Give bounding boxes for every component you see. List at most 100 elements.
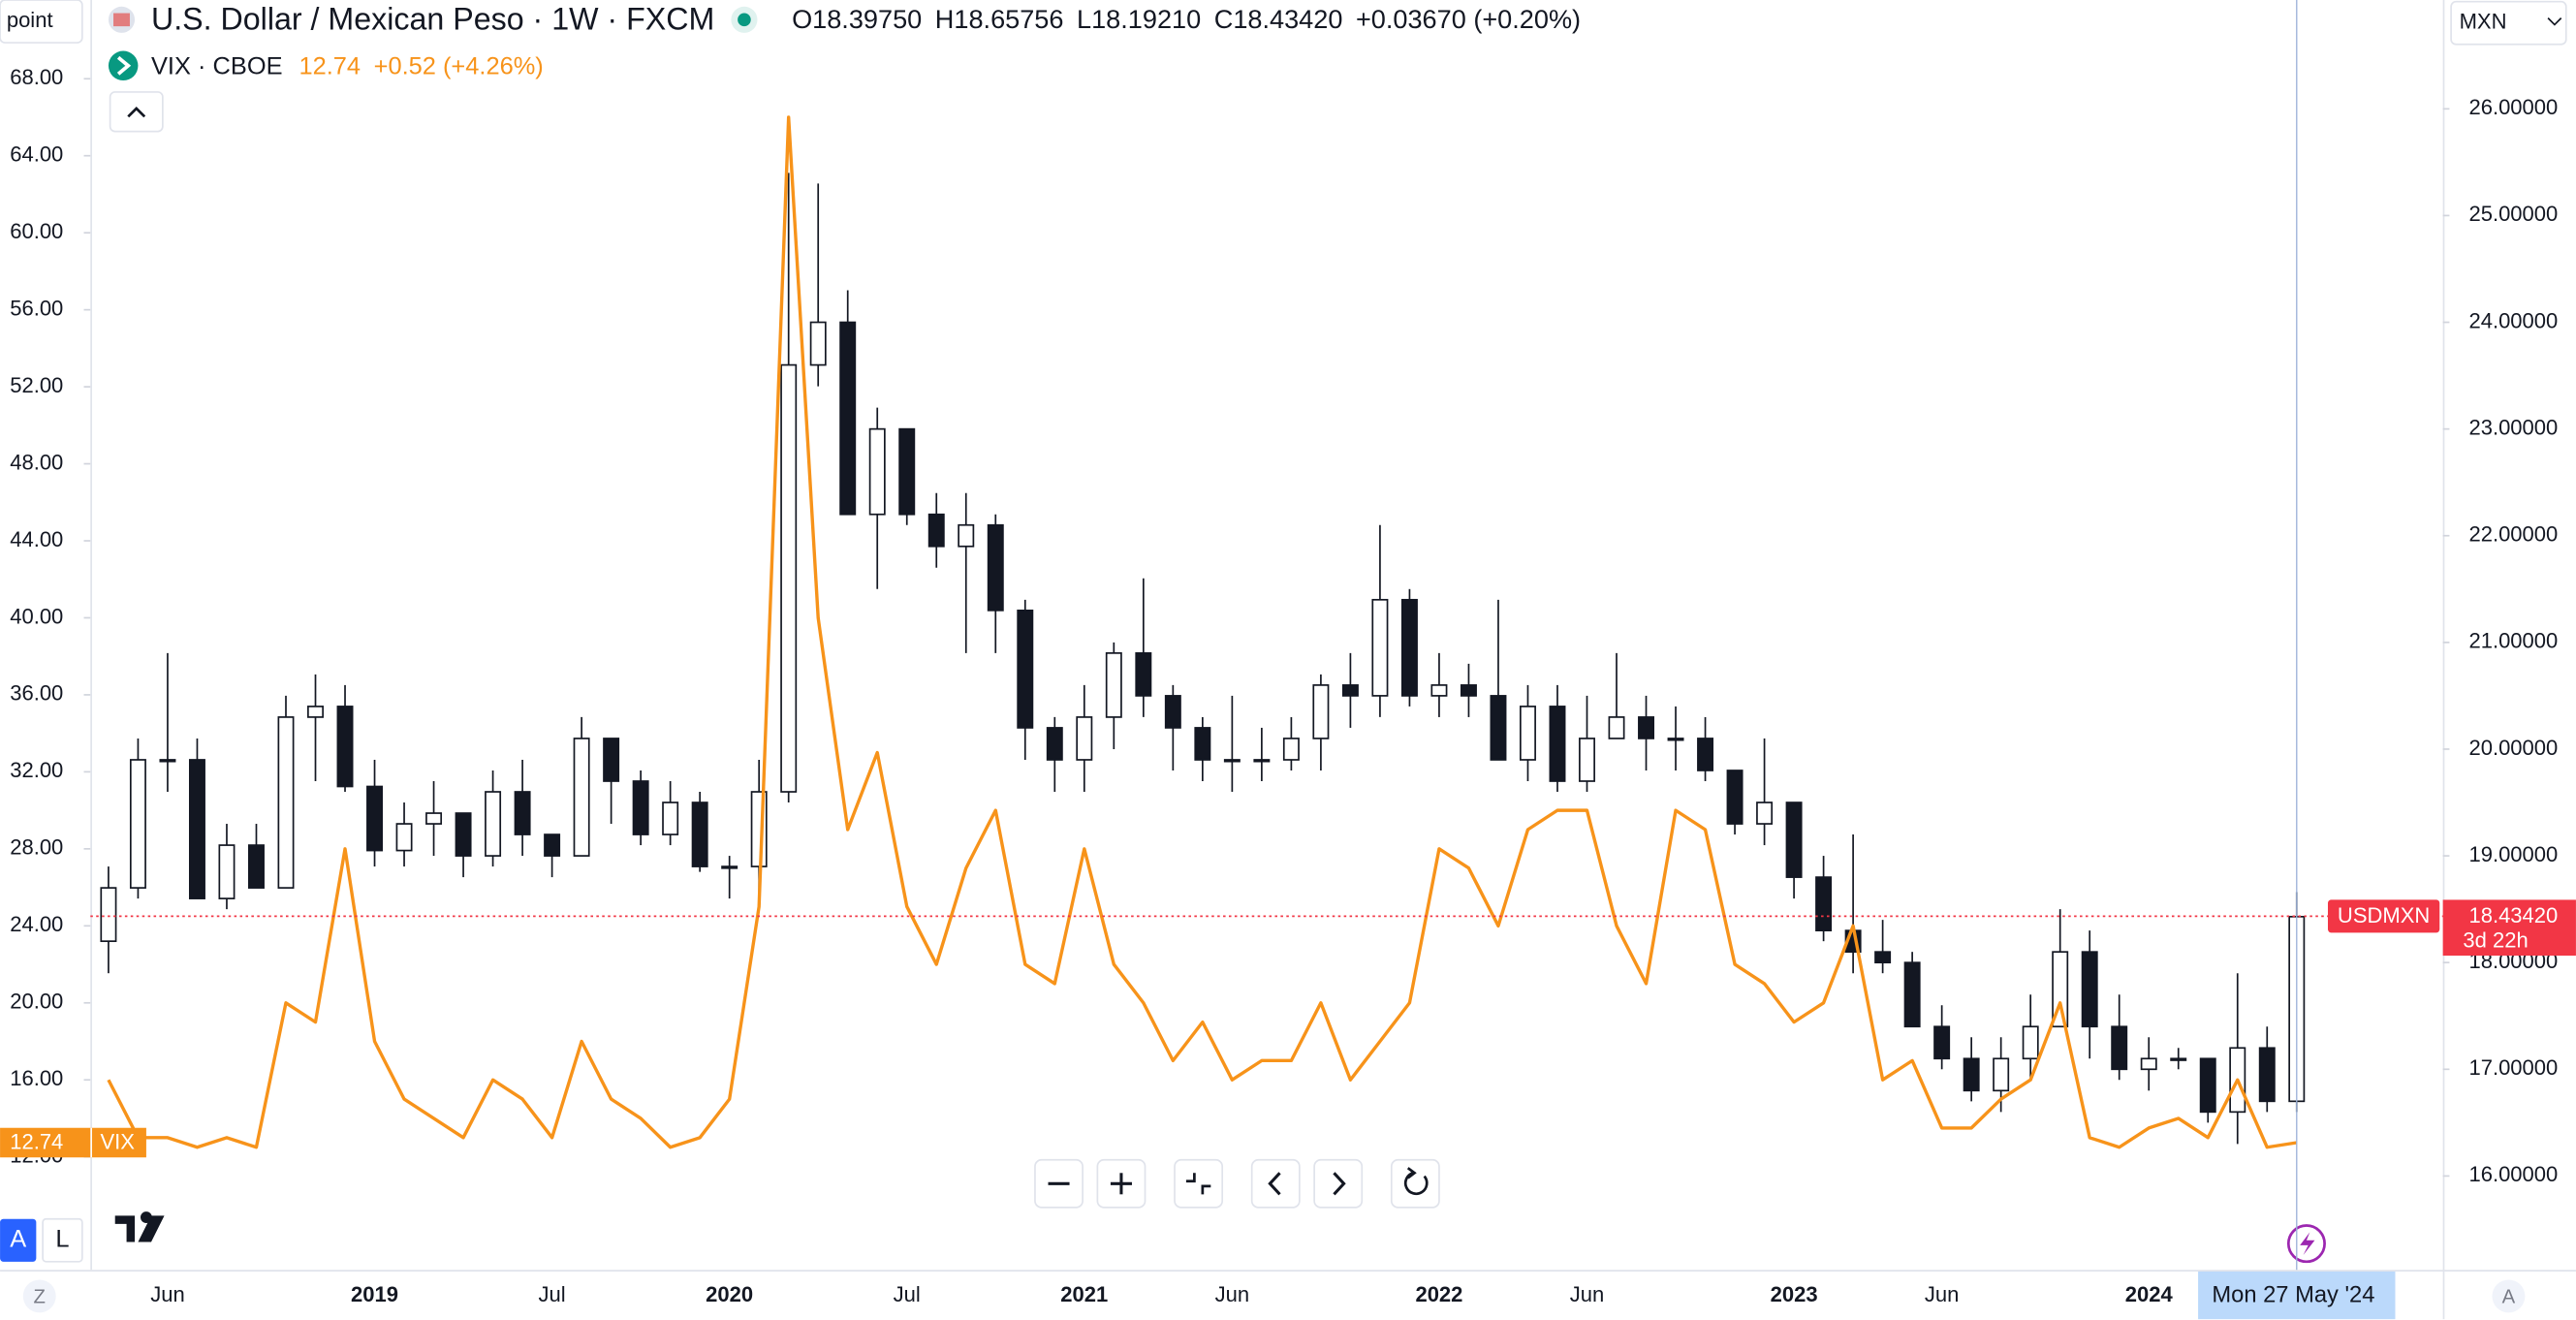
candle-body — [1076, 716, 1093, 761]
auto-scale-button[interactable] — [0, 1218, 37, 1262]
vix-legend: VIX · CBOE 12.74 +0.52 (+4.26%) — [151, 52, 544, 79]
candle-body — [958, 523, 975, 548]
candle — [927, 492, 945, 568]
candle-body — [1400, 598, 1418, 697]
scale-mode[interactable]: point — [7, 8, 53, 32]
candle-body — [2170, 1057, 2187, 1061]
candle-body — [336, 706, 354, 788]
candle — [1460, 663, 1477, 717]
candle — [1046, 716, 1063, 793]
y2-tick-label: 17.00000 — [2468, 1055, 2558, 1080]
candle — [218, 824, 236, 910]
candle-body — [809, 321, 827, 366]
candle-body — [1135, 652, 1152, 697]
candle — [159, 652, 176, 793]
candle — [1697, 716, 1714, 781]
reset-button[interactable] — [1390, 1158, 1440, 1209]
crosshair-label-box — [2198, 1271, 2396, 1320]
x-tick-label: 2021 — [1060, 1282, 1108, 1306]
candle-body — [839, 321, 857, 516]
candle — [898, 427, 916, 525]
candle-body — [366, 785, 384, 852]
candle — [1933, 1005, 1951, 1070]
scroll-right-button[interactable] — [1313, 1158, 1364, 1209]
candle — [2258, 1026, 2276, 1113]
x-tick-label: 2024 — [2125, 1282, 2174, 1306]
auto-bottom[interactable]: A — [2502, 1286, 2516, 1307]
candle-body — [2081, 951, 2098, 1028]
zoom[interactable]: Z — [34, 1286, 46, 1307]
candle-body — [987, 523, 1004, 612]
candle-body — [780, 363, 798, 793]
candle-body — [1223, 759, 1241, 763]
reset-zoom-button[interactable] — [1174, 1158, 1224, 1209]
symbol-title: U.S. Dollar / Mexican Peso · 1W · FXCM — [151, 2, 714, 37]
collapse-button[interactable] — [109, 91, 164, 133]
plot-area — [100, 115, 2306, 1149]
candle — [839, 290, 857, 516]
candle-body — [632, 780, 649, 835]
candle — [868, 407, 886, 589]
auto-button[interactable] — [2492, 1279, 2526, 1313]
candle — [780, 173, 798, 803]
y-tick-label: 16.00 — [10, 1066, 63, 1090]
candle-body — [1017, 609, 1034, 729]
y2-tick-label: 22.00000 — [2468, 522, 2558, 547]
candle-body — [1756, 801, 1774, 825]
candle — [2022, 994, 2039, 1081]
zoom-out-button[interactable] — [1034, 1158, 1084, 1209]
candle-body — [1579, 738, 1595, 782]
auto-scale[interactable]: A — [10, 1226, 26, 1253]
y-tick-label: 36.00 — [10, 681, 63, 706]
y2-tick-label: 20.00000 — [2468, 736, 2558, 760]
vix-icon — [108, 50, 139, 81]
zoom-button[interactable] — [22, 1279, 56, 1313]
scale-mode-button[interactable] — [0, 0, 83, 44]
log-scale[interactable]: L — [55, 1226, 69, 1253]
currency-button[interactable] — [2450, 0, 2567, 46]
x-tick-label: 2019 — [351, 1282, 398, 1306]
candle-body — [1312, 684, 1330, 739]
candle-body — [2258, 1047, 2276, 1103]
candle — [307, 674, 324, 781]
candle — [1341, 652, 1359, 728]
candle-body — [425, 812, 443, 825]
candle — [603, 738, 620, 825]
log-scale-button[interactable] — [42, 1217, 83, 1263]
candle — [1223, 695, 1241, 793]
candle-body — [721, 865, 738, 869]
candle-body — [927, 513, 945, 548]
candle — [809, 183, 827, 387]
x-tick-label: Jun — [150, 1282, 185, 1306]
y-tick-label: 56.00 — [10, 296, 63, 320]
tradingview-logo-dot — [140, 1211, 152, 1223]
candle — [1194, 716, 1211, 781]
vix-name: VIX · CBOE — [151, 52, 283, 79]
scroll-left-button[interactable] — [1250, 1158, 1301, 1209]
y-tick-label: 44.00 — [10, 527, 63, 551]
zoom-in-button[interactable] — [1096, 1158, 1147, 1209]
x-tick-label: Jun — [1925, 1282, 1960, 1306]
currency-caret — [2547, 17, 2562, 26]
vix-line — [107, 115, 2298, 1149]
currency[interactable]: MXN — [2460, 10, 2507, 34]
candle — [1963, 1037, 1980, 1102]
candle — [662, 780, 679, 846]
x-tick-label: 2020 — [706, 1282, 753, 1306]
candle-body — [1164, 695, 1181, 729]
candle-body — [1490, 695, 1507, 761]
legend-open: O18.39750 — [792, 4, 922, 34]
y-tick-label: 68.00 — [10, 65, 63, 89]
candle — [1903, 952, 1921, 1028]
candle — [1579, 695, 1595, 793]
candle — [277, 695, 295, 889]
candle-body — [1460, 684, 1477, 697]
y-tick-label: 20.00 — [10, 990, 63, 1014]
candle — [188, 738, 205, 899]
candle-body — [1341, 684, 1359, 697]
countdown: 3d 22h — [2463, 927, 2528, 952]
candle — [1371, 524, 1389, 717]
candle — [1430, 652, 1448, 717]
candle-body — [485, 791, 502, 857]
nav-toolbar — [1034, 1158, 1440, 1209]
